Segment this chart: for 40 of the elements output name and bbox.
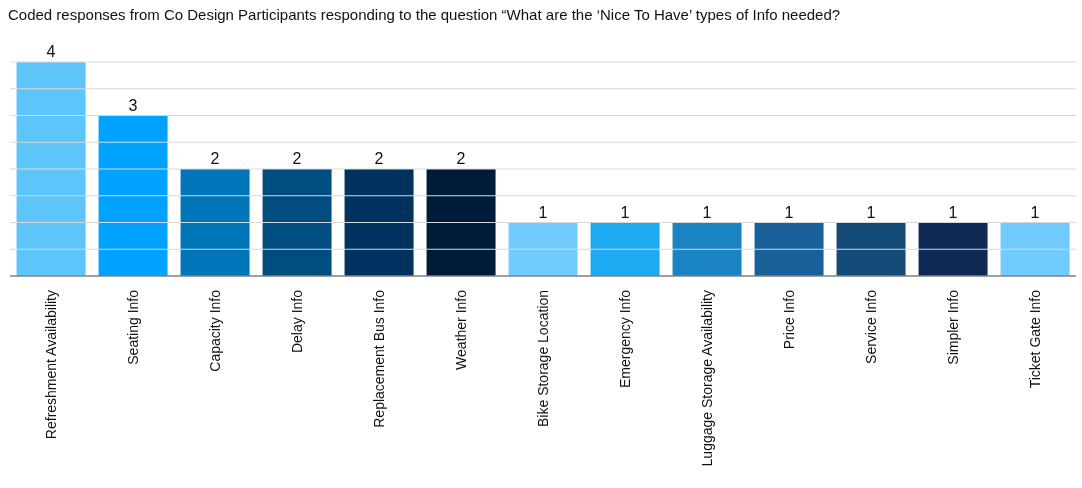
bar: [590, 222, 660, 276]
x-tick-label: Simpler Info: [945, 289, 961, 365]
x-tick-label: Refreshment Availability: [43, 290, 59, 440]
bar: [98, 115, 168, 276]
bar: [344, 169, 414, 276]
bar: [180, 169, 250, 276]
data-label: 1: [1030, 203, 1040, 221]
bar: [262, 169, 332, 276]
bar: [16, 62, 86, 276]
x-tick-label: Ticket Gate Info: [1027, 289, 1043, 389]
x-tick-label: Seating Info: [125, 289, 141, 365]
x-tick-label: Service Info: [863, 289, 879, 364]
data-label: 2: [456, 150, 466, 167]
data-label: 3: [128, 96, 138, 114]
x-tick-label: Replacement Bus Info: [371, 289, 387, 428]
data-label: 1: [538, 203, 548, 221]
bar: [426, 169, 496, 276]
data-label: 1: [620, 203, 630, 221]
data-label: 4: [46, 43, 56, 60]
data-label: 1: [866, 203, 876, 221]
chart-title: Coded responses from Co Design Participants responding to the question “What are the ‘Nice To Have’ types of Info needed?: [8, 6, 841, 23]
x-tick-label: Luggage Storage Availability: [699, 290, 715, 467]
bar: [508, 222, 578, 276]
x-tick-label: Emergency Info: [617, 289, 633, 389]
data-label: 1: [702, 203, 712, 221]
data-label: 2: [210, 150, 220, 167]
data-label: 2: [292, 150, 302, 167]
bar: [672, 222, 742, 276]
x-tick-label: Price Info: [781, 289, 797, 350]
bar: [1000, 222, 1070, 276]
x-tick-label: Capacity Info: [207, 289, 223, 372]
data-label: 1: [784, 203, 794, 221]
bar: [918, 222, 988, 276]
x-tick-label: Delay Info: [289, 289, 305, 354]
bar: [754, 222, 824, 276]
data-label: 1: [948, 203, 958, 221]
x-tick-label: Weather Info: [453, 289, 469, 370]
x-tick-label: Bike Storage Location: [535, 290, 551, 427]
data-label: 2: [374, 150, 384, 167]
bar: [836, 222, 906, 276]
